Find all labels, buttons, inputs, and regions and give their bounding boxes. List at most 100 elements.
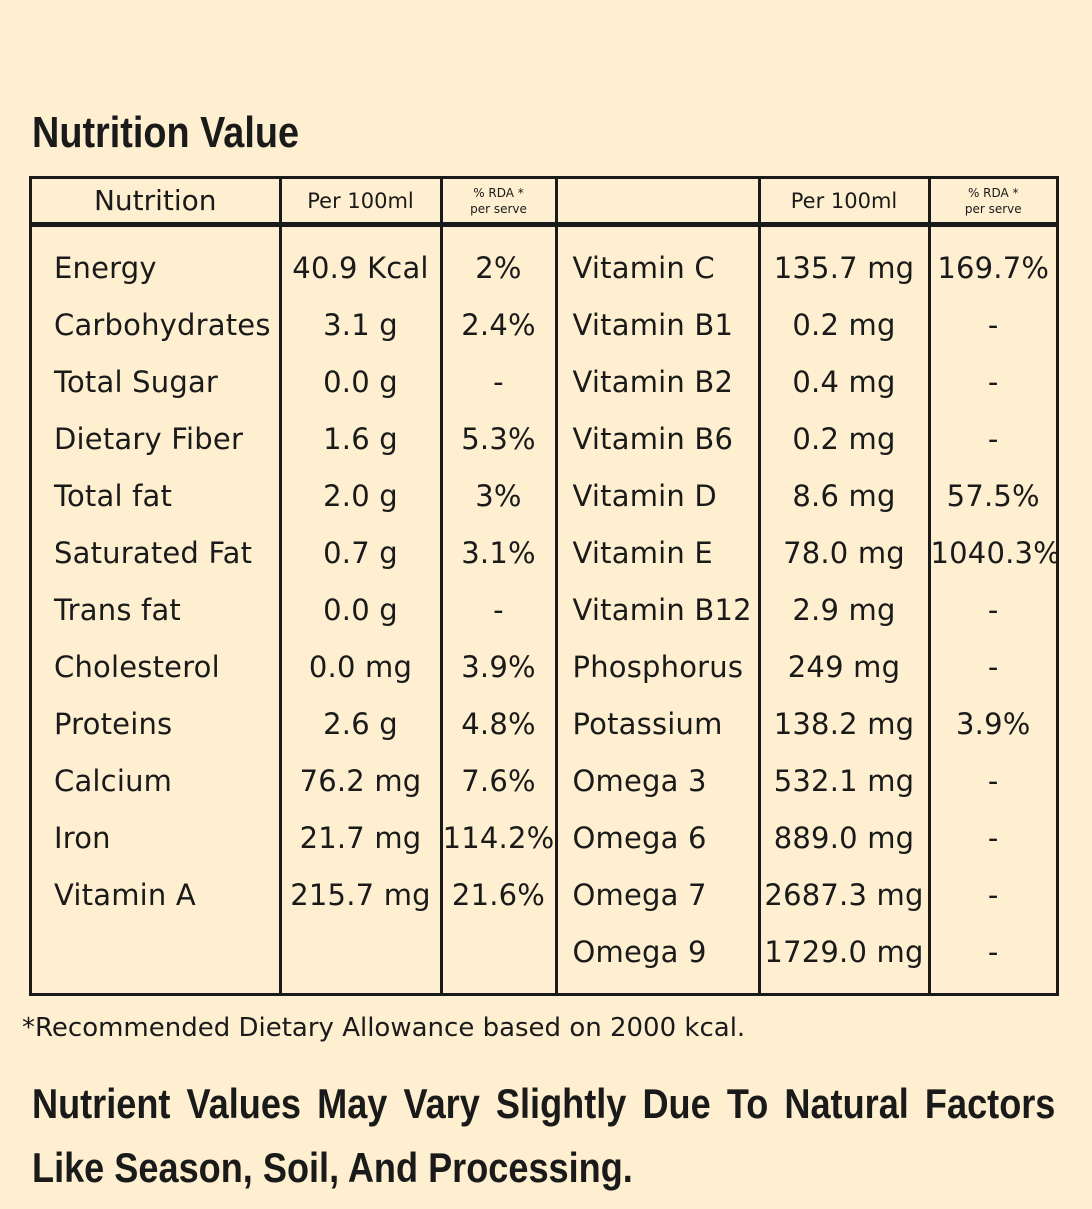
nutrient-name-right: Vitamin E [554,524,759,581]
per100-value-right: 135.7 mg [757,239,929,296]
rda-value-left: 7.6% [439,752,556,809]
rda-value-left: 2% [439,239,556,296]
header-rda-left-line1: % RDA * [473,185,524,200]
per100-value-right: 78.0 mg [757,524,929,581]
per100-value-left [278,923,441,980]
rda-value-right: - [927,866,1056,923]
rda-value-left: 2.4% [439,296,556,353]
nutrient-name-right: Vitamin B2 [554,353,759,410]
per100-value-right: 532.1 mg [757,752,929,809]
table-row: Dietary Fiber 1.6 g 5.3% Vitamin B6 0.2 mg - [32,410,1056,467]
header-rda-right-line2: per serve [964,201,1022,216]
header-rda-left: % RDA * per serve [439,179,556,227]
per100-value-right: 0.2 mg [757,296,929,353]
table-spacer-row [32,224,1056,239]
per100-value-left: 40.9 Kcal [278,239,441,296]
rda-value-right: 1040.3% [927,524,1056,581]
nutrient-name-right: Phosphorus [554,638,759,695]
nutrient-name-right: Vitamin B12 [554,581,759,638]
rda-value-left: 3.9% [439,638,556,695]
rda-value-right: - [927,638,1056,695]
nutrient-name-right: Vitamin C [554,239,759,296]
rda-value-left: 4.8% [439,695,556,752]
per100-value-right: 138.2 mg [757,695,929,752]
per100-value-right: 249 mg [757,638,929,695]
table-row: Calcium 76.2 mg 7.6% Omega 3 532.1 mg - [32,752,1056,809]
table-row: Trans fat 0.0 g - Vitamin B12 2.9 mg - [32,581,1056,638]
rda-value-right: - [927,410,1056,467]
header-rda-left-line2: per serve [470,201,527,216]
per100-value-left: 0.0 mg [278,638,441,695]
nutrient-name-right: Omega 7 [554,866,759,923]
nutrient-name-right: Potassium [554,695,759,752]
per100-value-right: 2687.3 mg [757,866,929,923]
rda-value-left: 114.2% [439,809,556,866]
rda-value-left: 5.3% [439,410,556,467]
rda-value-left: - [439,581,556,638]
nutrient-name-left: Trans fat [54,592,182,627]
header-per100-right: Per 100ml [757,179,929,227]
rda-value-right: - [927,923,1056,980]
per100-value-right: 889.0 mg [757,809,929,866]
page-title: Nutrition Value [32,108,300,157]
rda-value-right: 57.5% [927,467,1056,524]
header-blank [554,179,759,227]
nutrient-name-left [32,923,280,980]
per100-value-left: 2.0 g [278,467,441,524]
nutrient-name-right: Vitamin B6 [554,410,759,467]
per100-value-left: 3.1 g [278,296,441,353]
per100-value-left: 2.6 g [278,695,441,752]
table-filler-row [32,980,1056,993]
per100-value-right: 1729.0 mg [757,923,929,980]
per100-value-left: 76.2 mg [278,752,441,809]
per100-value-left: 0.0 g [278,581,441,638]
rda-value-right: - [927,581,1056,638]
table-body: Energy 40.9 Kcal 2% Vitamin C 135.7 mg 169.7%… [32,224,1056,993]
table-row: Cholesterol 0.0 mg 3.9% Phosphorus 249 mg - [32,638,1056,695]
nutrient-name-left: Proteins [54,706,173,741]
per100-value-right: 2.9 mg [757,581,929,638]
per100-value-left: 215.7 mg [278,866,441,923]
table-row: Energy 40.9 Kcal 2% Vitamin C 135.7 mg 169.7% [32,239,1056,296]
per100-value-right: 0.4 mg [757,353,929,410]
per100-value-left: 1.6 g [278,410,441,467]
nutrient-name-right: Omega 9 [554,923,759,980]
nutrient-name-left: Energy [54,250,157,285]
header-nutrition: Nutrition [32,179,280,227]
header-per100-left: Per 100ml [278,179,441,227]
per100-value-right: 8.6 mg [757,467,929,524]
nutrient-name-left: Total fat [54,478,173,513]
rda-value-left: 3.1% [439,524,556,581]
nutrient-name-left: Saturated Fat [54,535,253,570]
nutrient-name-right: Vitamin B1 [554,296,759,353]
rda-value-right: 3.9% [927,695,1056,752]
rda-value-left: 21.6% [439,866,556,923]
rda-value-right: - [927,809,1056,866]
table-row: Total fat 2.0 g 3% Vitamin D 8.6 mg 57.5% [32,467,1056,524]
rda-footnote: *Recommended Dietary Allowance based on … [22,1013,746,1043]
nutrient-name-left: Vitamin A [54,877,196,912]
per100-value-left: 0.0 g [278,353,441,410]
table-row: Vitamin A 215.7 mg 21.6% Omega 7 2687.3 mg - [32,866,1056,923]
nutrient-name-left: Calcium [54,763,173,798]
nutrient-name-right: Omega 6 [554,809,759,866]
table-header-row: Nutrition Per 100ml % RDA * per serve Pe… [32,179,1056,227]
nutrition-table: Nutrition Per 100ml % RDA * per serve Pe… [29,176,1059,996]
table-row: Iron 21.7 mg 114.2% Omega 6 889.0 mg - [32,809,1056,866]
rda-value-left: 3% [439,467,556,524]
nutrient-name-right: Vitamin D [554,467,759,524]
header-rda-right: % RDA * per serve [927,179,1056,227]
rda-value-right: - [927,752,1056,809]
nutrient-name-left: Iron [54,820,111,855]
rda-value-left [439,923,556,980]
nutrient-name-left: Carbohydrates [54,307,271,342]
nutrient-name-right: Omega 3 [554,752,759,809]
rda-value-left: - [439,353,556,410]
rda-value-right: 169.7% [927,239,1056,296]
table-row: Omega 9 1729.0 mg - [32,923,1056,980]
per100-value-left: 21.7 mg [278,809,441,866]
per100-value-left: 0.7 g [278,524,441,581]
per100-value-right: 0.2 mg [757,410,929,467]
table-row: Carbohydrates 3.1 g 2.4% Vitamin B1 0.2 mg - [32,296,1056,353]
nutrient-name-left: Cholesterol [54,649,220,684]
